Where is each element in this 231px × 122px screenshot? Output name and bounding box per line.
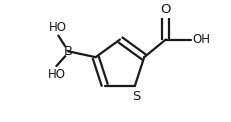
Text: HO: HO: [47, 68, 65, 81]
Text: HO: HO: [49, 21, 67, 34]
Text: OH: OH: [191, 33, 209, 46]
Text: S: S: [131, 90, 140, 103]
Text: O: O: [160, 3, 170, 16]
Text: B: B: [63, 45, 73, 58]
